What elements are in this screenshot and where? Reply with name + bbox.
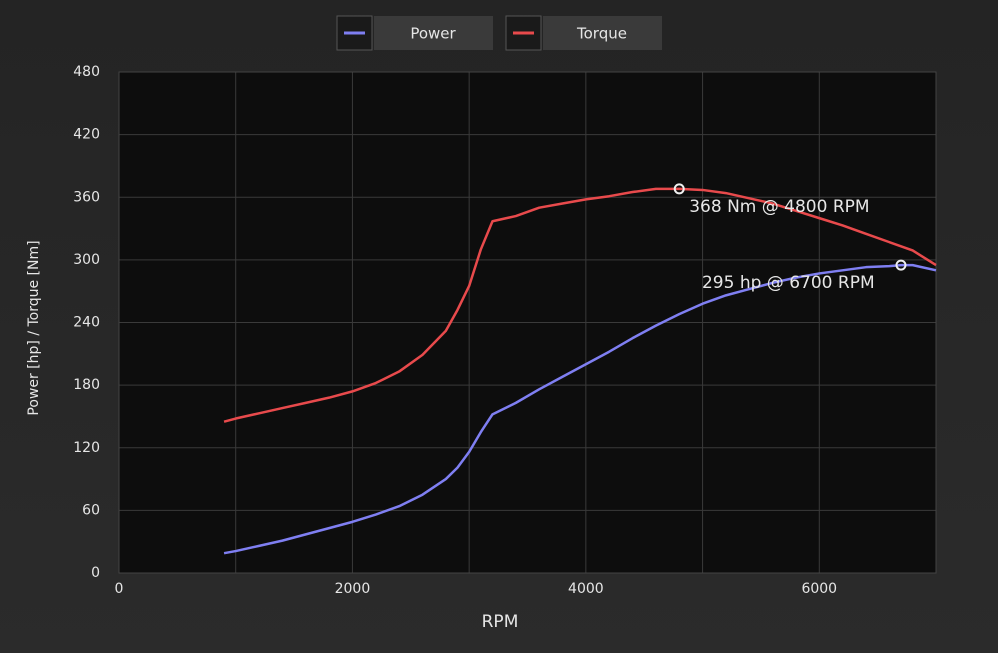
annotation: 368 Nm @ 4800 RPM [689,197,869,217]
series-line [223,187,937,423]
legend-label: Power [410,25,456,43]
legend-label-box [374,16,493,50]
y-tick-label: 420 [73,127,100,143]
peak-marker [673,183,685,195]
x-tick-label: 4000 [568,581,604,597]
y-tick-label: 240 [73,315,100,331]
y-tick-label: 60 [82,502,100,518]
x-axis-label: RPM [482,612,519,632]
annotation: 295 hp @ 6700 RPM [702,273,875,293]
y-tick-label: 120 [73,440,100,456]
y-axis-label: Power [hp] / Torque [Nm] [26,240,42,415]
x-tick-label: 2000 [335,581,371,597]
x-tick-label: 6000 [801,581,837,597]
x-tick-label: 0 [115,581,124,597]
legend-label-box [543,16,662,50]
plot-frame [118,71,937,574]
y-tick-label: 480 [73,64,100,80]
series-line [223,263,937,555]
y-tick-label: 300 [73,252,100,268]
y-tick-label: 180 [73,377,100,393]
y-tick-label: 360 [73,189,100,205]
y-tick-label: 0 [91,565,100,581]
peak-marker [895,259,907,271]
legend-label: Torque [576,25,627,43]
